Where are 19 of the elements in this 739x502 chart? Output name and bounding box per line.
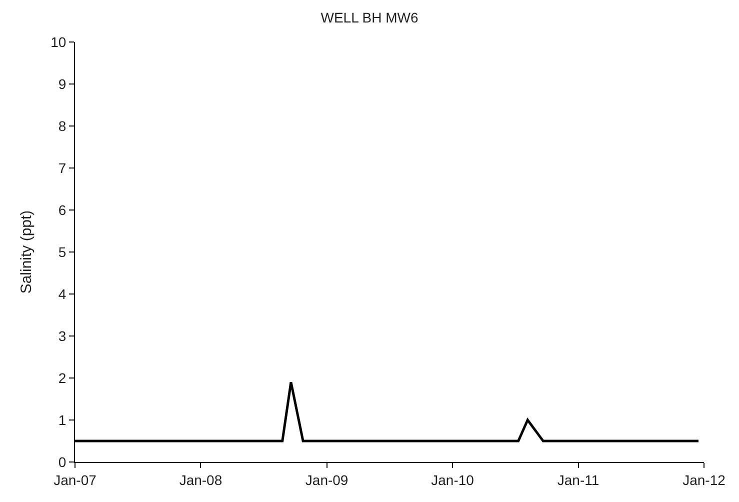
x-tick-label: Jan-12 <box>682 472 726 488</box>
y-tick-label: 6 <box>58 202 66 218</box>
y-tick-label: 10 <box>50 34 66 50</box>
x-tick-label: Jan-09 <box>305 472 348 488</box>
y-tick-label: 9 <box>58 76 66 92</box>
y-tick-label: 1 <box>58 412 66 428</box>
y-tick-label: 2 <box>58 370 66 386</box>
x-tick-label: Jan-10 <box>431 472 474 488</box>
y-tick-label: 7 <box>58 160 66 176</box>
x-tick-label: Jan-08 <box>179 472 222 488</box>
y-tick-label: 3 <box>58 328 66 344</box>
chart-title: WELL BH MW6 <box>320 9 418 26</box>
y-tick-label: 5 <box>58 244 66 260</box>
y-tick-label: 8 <box>58 118 66 134</box>
x-tick-label: Jan-11 <box>557 472 600 488</box>
y-axis-title: Salinity (ppt) <box>18 210 35 294</box>
x-tick-label: Jan-07 <box>54 472 97 488</box>
y-tick-label: 0 <box>58 454 66 470</box>
y-tick-label: 4 <box>58 286 66 302</box>
